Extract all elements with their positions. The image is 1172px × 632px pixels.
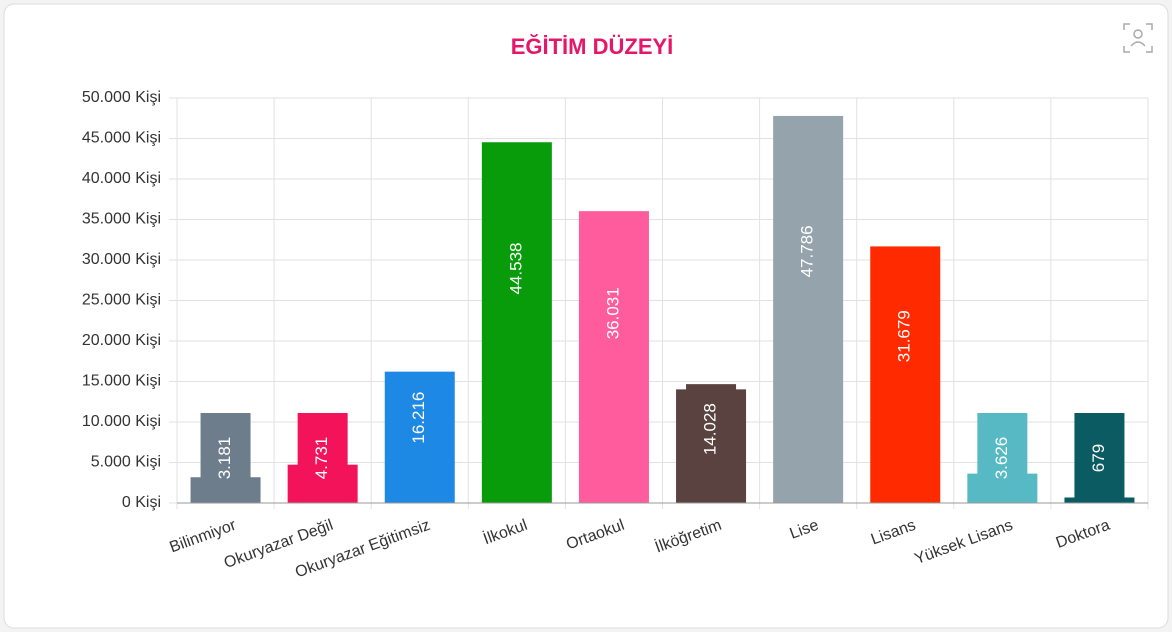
value-label: 679 [1089, 444, 1108, 472]
bar [870, 246, 941, 504]
value-label: 47.786 [798, 225, 817, 277]
value-label-box [1074, 413, 1125, 503]
value-label-box [200, 413, 251, 503]
y-tick-label: 45.000 Kişi [82, 130, 161, 147]
y-tick-label: 15.000 Kişi [82, 373, 161, 390]
bar [384, 371, 455, 503]
expand-icon[interactable] [1123, 23, 1153, 53]
chart-title: EĞİTİM DÜZEYİ [511, 34, 674, 59]
bar [773, 115, 844, 503]
value-label: 3.181 [215, 437, 234, 480]
y-tick-label: 0 Kişi [122, 494, 161, 511]
bar [481, 142, 552, 504]
y-tick-label: 25.000 Kişi [82, 292, 161, 309]
value-label-box [686, 384, 737, 475]
y-tick-label: 5.000 Kişi [91, 454, 161, 471]
value-label-box [297, 413, 348, 503]
y-tick-label: 35.000 Kişi [82, 211, 161, 228]
value-label-box [977, 413, 1028, 503]
y-tick-label: 30.000 Kişi [82, 251, 161, 268]
value-label: 4.731 [312, 437, 331, 480]
y-tick-label: 50.000 Kişi [82, 89, 161, 106]
value-label: 36.031 [603, 287, 622, 339]
value-label: 3.626 [992, 437, 1011, 480]
bar [578, 211, 649, 503]
y-tick-label: 40.000 Kişi [82, 170, 161, 187]
value-label: 16.216 [409, 392, 428, 444]
y-tick-label: 20.000 Kişi [82, 332, 161, 349]
y-tick-label: 10.000 Kişi [82, 413, 161, 430]
value-label: 44.538 [506, 243, 525, 295]
value-label: 31.679 [895, 310, 914, 362]
value-label: 14.028 [701, 403, 720, 455]
